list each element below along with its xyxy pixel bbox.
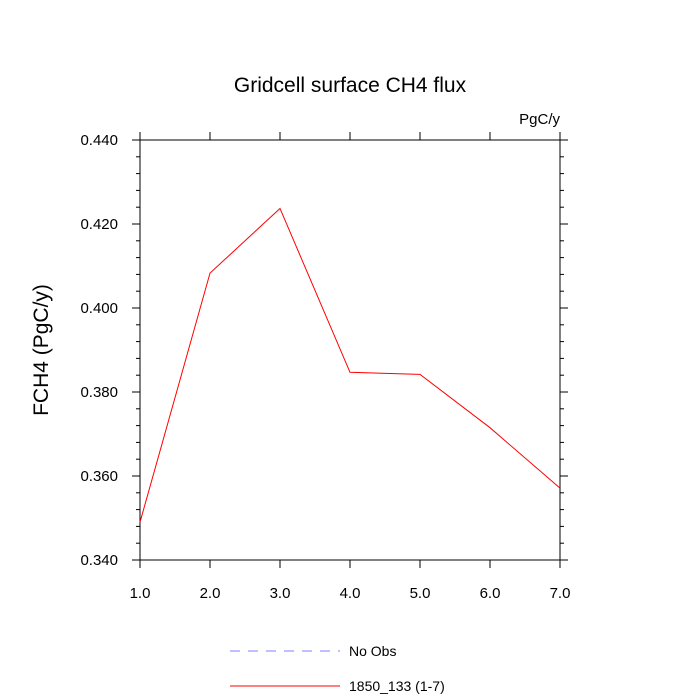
legend-label: 1850_133 (1-7) [349, 678, 445, 694]
x-tick-labels: 1.0 2.0 3.0 4.0 5.0 6.0 7.0 [130, 585, 571, 602]
legend-label: No Obs [349, 643, 396, 659]
y-tick-labels: 0.340 0.360 0.380 0.400 0.420 0.440 [80, 132, 118, 569]
y-tick-label: 0.380 [80, 384, 118, 401]
y-tick-label: 0.400 [80, 300, 118, 317]
series-line [139, 207, 561, 523]
y-tick-label: 0.340 [80, 552, 118, 569]
axis-ticks [132, 132, 568, 568]
y-tick-label: 0.420 [80, 216, 118, 233]
x-tick-label: 1.0 [130, 585, 151, 602]
x-tick-label: 6.0 [480, 585, 501, 602]
plot-frame [139, 139, 561, 561]
units-label: PgC/y [519, 111, 560, 128]
x-tick-label: 3.0 [270, 585, 291, 602]
x-tick-label: 2.0 [200, 585, 221, 602]
y-axis-label: FCH4 (PgC/y) [30, 284, 53, 416]
x-tick-label: 7.0 [550, 585, 571, 602]
legend: No Obs 1850_133 (1-7) [230, 643, 445, 694]
x-tick-label: 4.0 [340, 585, 361, 602]
series-layer [139, 207, 561, 523]
chart-title: Gridcell surface CH4 flux [234, 74, 467, 97]
y-tick-label: 0.440 [80, 132, 118, 149]
y-tick-label: 0.360 [80, 468, 118, 485]
x-tick-label: 5.0 [410, 585, 431, 602]
